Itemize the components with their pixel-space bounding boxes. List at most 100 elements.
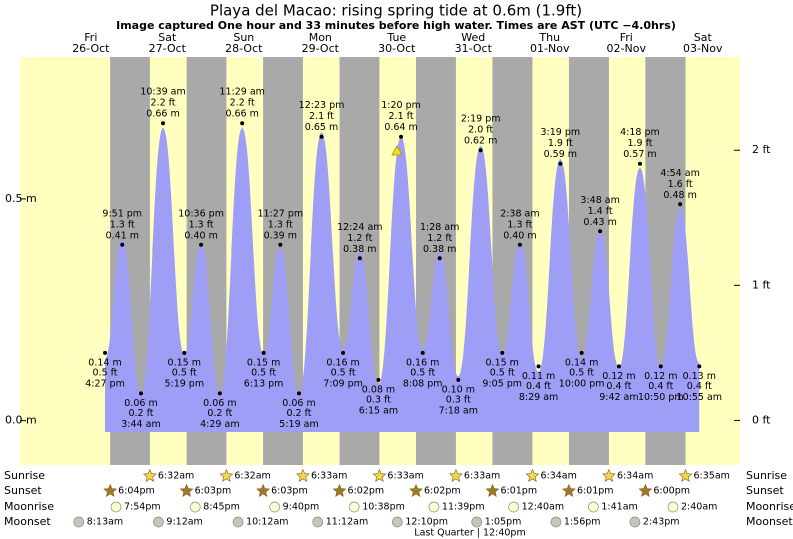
extreme-dot xyxy=(319,134,324,139)
row-label: Sunset xyxy=(746,484,784,497)
event-time: 6:33am xyxy=(311,471,347,482)
event-time: 6:03pm xyxy=(195,486,232,497)
level-ft-label: 0.5 ft xyxy=(251,367,276,378)
sun-icon xyxy=(409,483,423,497)
level-m-label: 0.43 m xyxy=(583,217,616,228)
row-label: Moonset xyxy=(4,515,51,528)
level-m-label: 0.06 m xyxy=(124,398,157,409)
chart-subtitle: Image captured One hour and 33 minutes b… xyxy=(116,19,676,32)
extreme-dot xyxy=(437,256,442,261)
level-ft-label: 1.9 ft xyxy=(548,138,573,149)
level-ft-label: 0.5 ft xyxy=(410,367,435,378)
level-m-label: 0.13 m xyxy=(683,371,716,382)
event-time: 1:05pm xyxy=(485,517,522,528)
day-label: Sun xyxy=(233,31,254,44)
extreme-dot xyxy=(357,256,362,261)
labels: Fri26-OctSat27-OctSun28-OctMon29-OctTue3… xyxy=(4,31,793,528)
level-ft-label: 1.2 ft xyxy=(427,233,452,244)
level-ft-label: 0.4 ft xyxy=(606,381,631,392)
row-label: Sunset xyxy=(4,484,42,497)
time-label: 12:23 pm xyxy=(299,100,345,111)
sun-icon xyxy=(525,468,540,482)
level-m-label: 0.15 m xyxy=(486,357,519,368)
sun-icon xyxy=(602,468,616,482)
level-m-label: 0.59 m xyxy=(544,149,577,160)
time-label: 4:27 pm xyxy=(85,378,125,389)
extreme-dot xyxy=(261,350,266,355)
event-time: 11:12am xyxy=(326,517,368,528)
day-label: Sat xyxy=(158,31,177,44)
y-tick-label: 0.5 m xyxy=(5,192,37,205)
time-label: 10:39 am xyxy=(140,87,185,98)
event-time: 10:12am xyxy=(246,517,288,528)
event-time: 6:03pm xyxy=(271,486,308,497)
level-ft-label: 0.2 ft xyxy=(286,408,311,419)
sun-icon xyxy=(448,468,463,482)
extreme-dot xyxy=(478,148,483,153)
moon-icon xyxy=(471,516,483,528)
level-ft-label: 0.2 ft xyxy=(128,408,153,419)
level-m-label: 0.16 m xyxy=(406,357,439,368)
time-label: 6:15 am xyxy=(359,405,398,416)
extreme-dot xyxy=(240,121,245,126)
extreme-dot xyxy=(297,391,302,396)
time-label: 1:20 pm xyxy=(381,100,421,111)
moon-icon xyxy=(667,501,679,513)
level-m-label: 0.08 m xyxy=(362,384,395,395)
event-time: 6:00pm xyxy=(653,486,690,497)
date-label: 31-Oct xyxy=(455,42,493,55)
time-label: 3:19 pm xyxy=(541,127,581,138)
event-time: 6:35am xyxy=(693,471,729,482)
level-ft-label: 2.2 ft xyxy=(151,98,176,109)
event-time: 6:32am xyxy=(234,471,270,482)
extreme-dot xyxy=(536,364,541,369)
chart-title: Playa del Macao: rising spring tide at 0… xyxy=(210,2,582,20)
level-m-label: 0.15 m xyxy=(168,357,201,368)
moon-phase: Last Quarter | 12:40pm xyxy=(414,528,525,539)
date-label: 29-Oct xyxy=(302,42,340,55)
date-label: 03-Nov xyxy=(683,42,723,55)
event-time: 12:40am xyxy=(522,502,564,513)
level-m-label: 0.15 m xyxy=(247,357,280,368)
extreme-dot xyxy=(598,229,603,234)
event-time: 7:54pm xyxy=(124,502,161,513)
time-label: 10:55 am xyxy=(677,392,722,403)
day-label: Thu xyxy=(538,31,560,44)
time-label: 3:44 am xyxy=(121,419,160,430)
moon-icon xyxy=(391,516,403,528)
time-label: 7:18 am xyxy=(439,405,478,416)
extreme-dot xyxy=(161,121,166,126)
level-m-label: 0.40 m xyxy=(184,230,217,241)
moon-icon xyxy=(269,501,280,513)
extreme-dot xyxy=(678,202,683,207)
tide-area xyxy=(105,127,700,433)
event-time: 1:56pm xyxy=(564,517,601,528)
level-ft-label: 1.3 ft xyxy=(507,219,532,230)
level-ft-label: 2.0 ft xyxy=(468,125,493,136)
time-label: 5:19 pm xyxy=(164,378,204,389)
event-time: 9:40pm xyxy=(283,502,320,513)
extreme-dot xyxy=(456,377,461,382)
event-time: 6:33am xyxy=(464,471,500,482)
moon-icon xyxy=(110,501,122,513)
sun-icon xyxy=(296,468,310,482)
level-m-label: 0.06 m xyxy=(282,398,315,409)
moon-icon xyxy=(189,501,201,513)
day-label: Tue xyxy=(386,31,406,44)
date-label: 02-Nov xyxy=(607,42,647,55)
level-ft-label: 2.2 ft xyxy=(230,98,255,109)
time-label: 9:42 am xyxy=(599,392,638,403)
level-m-label: 0.38 m xyxy=(343,244,376,255)
event-time: 6:02pm xyxy=(348,486,385,497)
event-time: 6:34am xyxy=(540,471,576,482)
level-ft-label: 0.5 ft xyxy=(172,367,197,378)
time-label: 6:13 pm xyxy=(244,378,284,389)
level-ft-label: 0.3 ft xyxy=(366,394,391,405)
level-m-label: 0.41 m xyxy=(106,230,139,241)
time-label: 2:38 am xyxy=(500,208,539,219)
sun-icon xyxy=(219,468,234,482)
event-time: 10:38pm xyxy=(362,502,405,513)
sun-icon xyxy=(485,483,500,497)
level-ft-label: 0.4 ft xyxy=(687,381,712,392)
level-ft-label: 1.3 ft xyxy=(189,219,214,230)
